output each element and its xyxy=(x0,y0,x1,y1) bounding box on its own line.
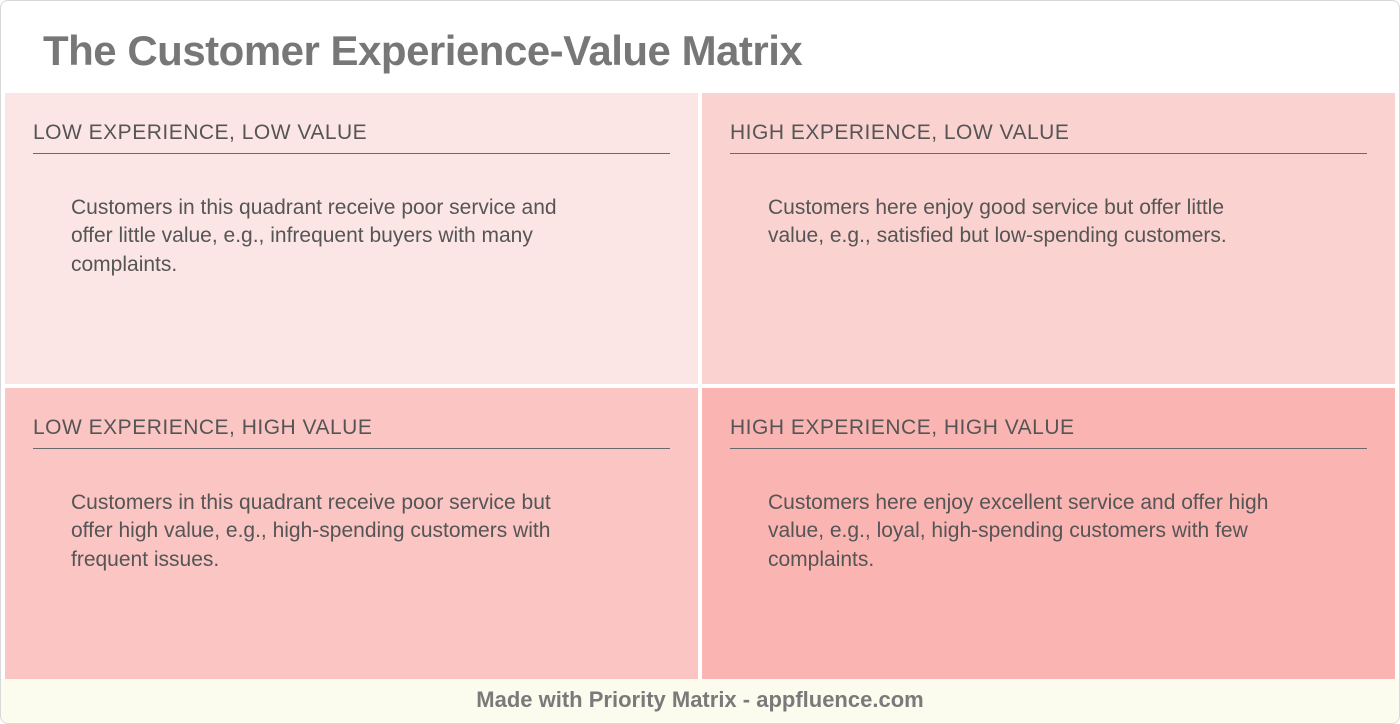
title-wrap: The Customer Experience-Value Matrix xyxy=(1,1,1399,93)
quadrant-title: HIGH EXPERIENCE, LOW VALUE xyxy=(730,121,1367,154)
quadrant-body: Customers in this quadrant receive poor … xyxy=(33,160,593,279)
quadrant-body: Customers here enjoy good service but of… xyxy=(730,160,1290,251)
quadrant-body: Customers in this quadrant receive poor … xyxy=(33,455,593,574)
quadrant-grid: LOW EXPERIENCE, LOW VALUE Customers in t… xyxy=(1,93,1399,679)
quadrant-body: Customers here enjoy excellent service a… xyxy=(730,455,1290,574)
quadrant-low-exp-low-val: LOW EXPERIENCE, LOW VALUE Customers in t… xyxy=(5,93,698,384)
quadrant-high-exp-high-val: HIGH EXPERIENCE, HIGH VALUE Customers he… xyxy=(702,388,1395,679)
quadrant-title: HIGH EXPERIENCE, HIGH VALUE xyxy=(730,416,1367,449)
page-title: The Customer Experience-Value Matrix xyxy=(43,27,1357,75)
footer-credit: Made with Priority Matrix - appfluence.c… xyxy=(1,679,1399,723)
matrix-frame: The Customer Experience-Value Matrix LOW… xyxy=(0,0,1400,724)
quadrant-low-exp-high-val: LOW EXPERIENCE, HIGH VALUE Customers in … xyxy=(5,388,698,679)
quadrant-title: LOW EXPERIENCE, LOW VALUE xyxy=(33,121,670,154)
quadrant-high-exp-low-val: HIGH EXPERIENCE, LOW VALUE Customers her… xyxy=(702,93,1395,384)
quadrant-title: LOW EXPERIENCE, HIGH VALUE xyxy=(33,416,670,449)
